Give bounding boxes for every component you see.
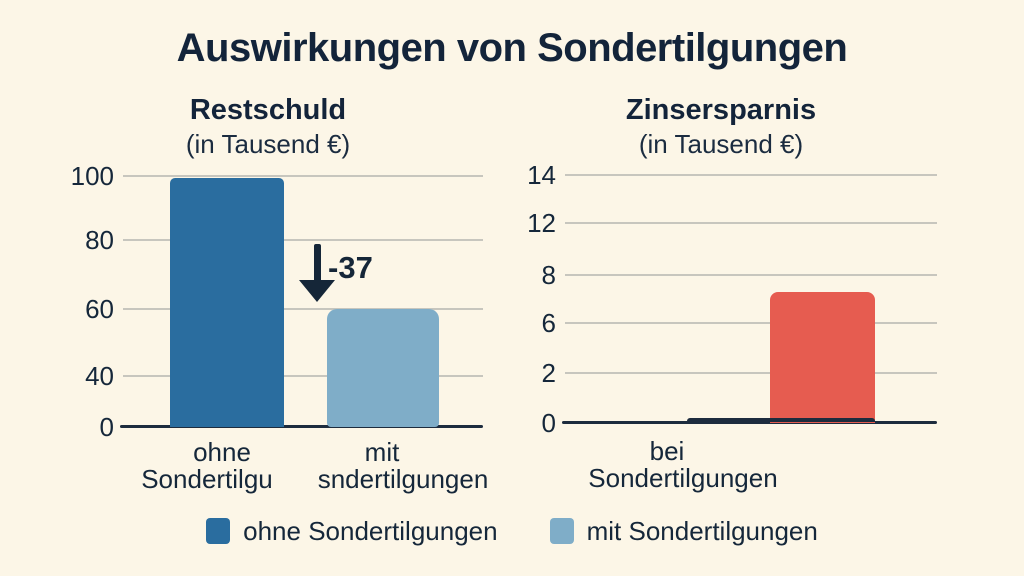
gridline-14 xyxy=(565,174,937,176)
bar-mit-sondertilgungen xyxy=(327,309,439,427)
y-tick-label: 100 xyxy=(70,161,114,191)
legend-item-mit-sondertilgungen: mit Sondertilgungen xyxy=(549,516,818,546)
gridline-40 xyxy=(123,375,483,377)
y-tick-label: 80 xyxy=(85,225,114,255)
legend-label: mit Sondertilgungen xyxy=(586,516,818,546)
annotation-delta: -37 xyxy=(328,250,373,285)
right-chart-heading: Zinsersparnis (in Tausend €) xyxy=(521,94,921,160)
right-chart-title: Zinsersparnis xyxy=(625,94,817,126)
legend-label: ohne Sondertilgungen xyxy=(243,516,498,546)
x-axis-line xyxy=(562,421,937,424)
y-tick-label: 60 xyxy=(85,294,114,325)
category-label-line: ohne xyxy=(193,437,251,467)
y-tick-label: 2 xyxy=(541,357,556,388)
gridline-6 xyxy=(565,322,937,324)
category-label-line: Sondertilgu xyxy=(141,464,273,494)
gridline-80 xyxy=(123,239,483,241)
y-tick-label: 0 xyxy=(99,412,114,442)
legend-item-ohne-sondertilgungen: ohne Sondertilgungen xyxy=(206,516,498,546)
y-tick-label: 14 xyxy=(527,160,556,190)
zinsersparnis-plot-area: 14 12 8 6 2 0 bei Sondertilgungen xyxy=(527,162,937,491)
legend-swatch-dark-blue xyxy=(206,518,231,544)
gridline-2 xyxy=(565,372,937,374)
gridline-100 xyxy=(123,175,483,177)
category-label-line: mit xyxy=(364,437,400,467)
gridline-8 xyxy=(565,274,937,276)
y-tick-label: 6 xyxy=(541,308,556,339)
arrow-down-icon xyxy=(313,244,321,282)
restschuld-plot-area: 100 80 60 40 0 ohne Sondertilgu mit sndertilgung… xyxy=(71,163,489,492)
category-label-line: sndertilgungen xyxy=(317,464,489,494)
gridline-60 xyxy=(123,308,483,310)
legend: ohne Sondertilgungen mit Sondertilgungen xyxy=(0,518,1024,544)
legend-swatch-light-blue xyxy=(549,518,574,544)
left-chart-title: Restschuld xyxy=(189,94,347,126)
y-tick-label: 40 xyxy=(85,361,114,392)
category-label-line: Sondertilgungen xyxy=(588,463,778,493)
arrow-down-icon xyxy=(299,280,335,302)
main-title: Auswirkungen von Sondertilgungen xyxy=(176,26,848,70)
right-chart-subtitle: (in Tausend €) xyxy=(638,129,804,160)
axis-bump xyxy=(687,418,875,422)
bar-ohne-sondertilgungen xyxy=(170,178,284,427)
y-tick-label: 8 xyxy=(541,259,556,290)
category-label-line: bei xyxy=(649,436,685,466)
y-tick-label: 12 xyxy=(527,208,556,239)
left-chart-heading: Restschuld (in Tausend €) xyxy=(68,94,468,160)
bar-bei-sondertilgungen xyxy=(770,292,875,423)
left-chart-subtitle: (in Tausend €) xyxy=(185,129,351,160)
y-tick-label: 0 xyxy=(541,408,556,438)
gridline-12 xyxy=(565,222,937,224)
x-axis-line xyxy=(120,425,483,428)
